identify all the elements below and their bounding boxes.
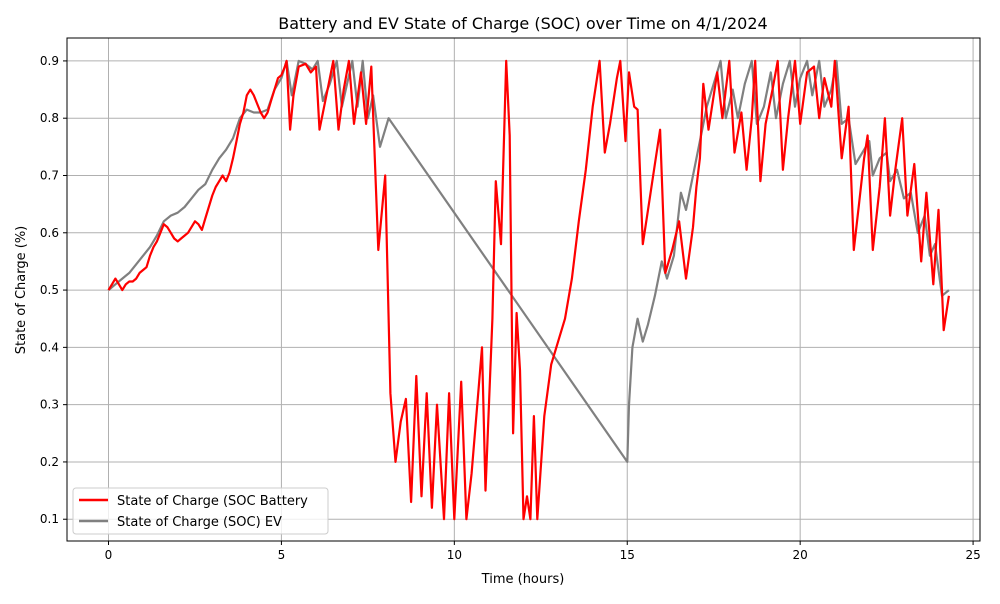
x-tick-label: 5 xyxy=(278,548,286,562)
series-line-ev-soc xyxy=(107,59,950,463)
x-tick-label: 10 xyxy=(447,548,462,562)
legend-label-ev: State of Charge (SOC) EV xyxy=(117,515,282,530)
x-axis-label: Time (hours) xyxy=(481,572,565,587)
grid xyxy=(67,38,980,541)
y-axis-label: State of Charge (%) xyxy=(14,226,29,354)
x-tick-label: 15 xyxy=(620,548,635,562)
y-tick-label: 0.5 xyxy=(40,283,59,297)
x-tick-label: 0 xyxy=(105,548,113,562)
axis-ticks: 0 5 10 15 20 25 0.1 0.2 0.3 0.4 0.5 0.6 0.7 0.8 0.9 xyxy=(40,54,981,562)
series-line-battery-soc xyxy=(107,59,950,521)
y-tick-label: 0.8 xyxy=(40,111,59,125)
y-tick-label: 0.6 xyxy=(40,226,59,240)
legend-box xyxy=(72,487,329,535)
legend: State of Charge (SOC Battery State of Ch… xyxy=(72,487,329,535)
y-tick-label: 0.1 xyxy=(40,512,59,526)
chart-title: Battery and EV State of Charge (SOC) ove… xyxy=(278,14,767,33)
x-tick-label: 25 xyxy=(965,548,980,562)
y-tick-label: 0.4 xyxy=(40,340,59,354)
x-tick-label: 20 xyxy=(793,548,808,562)
y-tick-label: 0.9 xyxy=(40,54,59,68)
y-tick-label: 0.3 xyxy=(40,398,59,412)
series-lines xyxy=(107,59,950,521)
y-tick-label: 0.7 xyxy=(40,168,59,182)
legend-label-battery: State of Charge (SOC Battery xyxy=(117,494,308,509)
plot-area-frame xyxy=(66,37,981,542)
y-tick-label: 0.2 xyxy=(40,455,59,469)
